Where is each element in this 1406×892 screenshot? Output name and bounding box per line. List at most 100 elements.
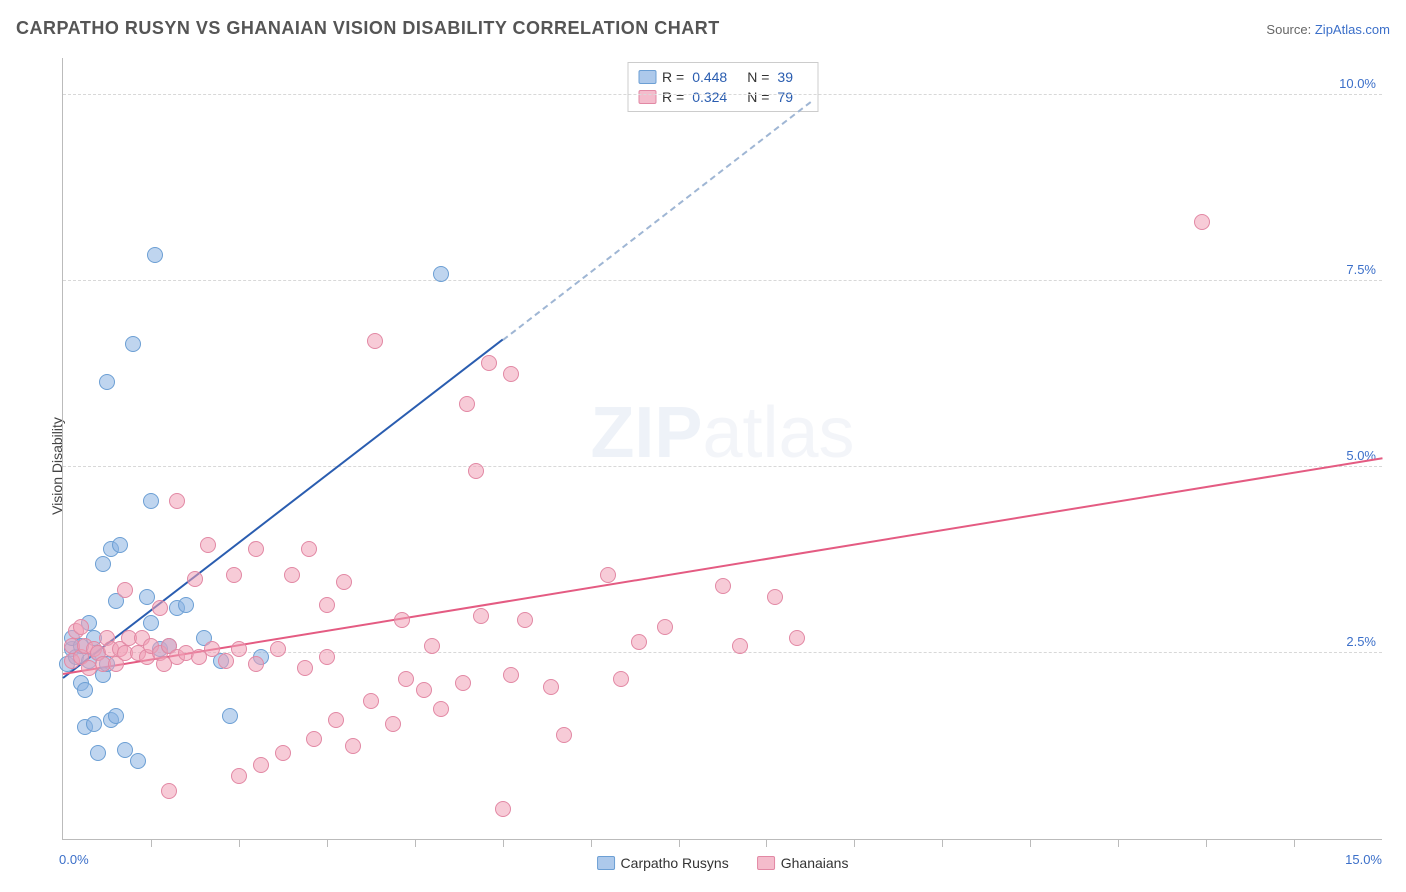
data-point xyxy=(248,541,264,557)
data-point xyxy=(543,679,559,695)
data-point xyxy=(125,336,141,352)
data-point xyxy=(86,716,102,732)
data-point xyxy=(117,742,133,758)
y-tick-label: 2.5% xyxy=(1346,634,1376,649)
y-tick-label: 7.5% xyxy=(1346,262,1376,277)
data-point xyxy=(130,753,146,769)
plot-area: ZIPatlas R =0.448 N =39 R =0.324 N =79 0… xyxy=(62,58,1382,840)
data-point xyxy=(715,578,731,594)
data-point xyxy=(657,619,673,635)
trend-line xyxy=(62,339,503,679)
data-point xyxy=(253,757,269,773)
swatch-pink-2 xyxy=(757,856,775,870)
data-point xyxy=(473,608,489,624)
data-point xyxy=(99,374,115,390)
data-point xyxy=(218,653,234,669)
data-point xyxy=(226,567,242,583)
trend-line xyxy=(502,101,811,341)
data-point xyxy=(73,619,89,635)
data-point xyxy=(398,671,414,687)
x-tick xyxy=(151,839,152,847)
data-point xyxy=(222,708,238,724)
data-point xyxy=(178,597,194,613)
x-tick xyxy=(1294,839,1295,847)
x-tick xyxy=(503,839,504,847)
data-point xyxy=(459,396,475,412)
data-point xyxy=(433,266,449,282)
stats-legend: R =0.448 N =39 R =0.324 N =79 xyxy=(627,62,818,112)
data-point xyxy=(77,682,93,698)
data-point xyxy=(143,493,159,509)
data-point xyxy=(306,731,322,747)
data-point xyxy=(90,745,106,761)
series-legend: Carpatho Rusyns Ghanaians xyxy=(597,855,849,871)
data-point xyxy=(613,671,629,687)
legend-item-carpatho: Carpatho Rusyns xyxy=(597,855,729,871)
gridline xyxy=(63,466,1382,467)
data-point xyxy=(732,638,748,654)
data-point xyxy=(468,463,484,479)
data-point xyxy=(556,727,572,743)
data-point xyxy=(95,556,111,572)
x-max-label: 15.0% xyxy=(1345,852,1382,867)
data-point xyxy=(1194,214,1210,230)
data-point xyxy=(600,567,616,583)
data-point xyxy=(328,712,344,728)
swatch-blue-2 xyxy=(597,856,615,870)
chart-container: Vision Disability ZIPatlas R =0.448 N =3… xyxy=(16,50,1390,882)
source-link[interactable]: ZipAtlas.com xyxy=(1315,22,1390,37)
x-tick xyxy=(942,839,943,847)
data-point xyxy=(301,541,317,557)
gridline xyxy=(63,280,1382,281)
data-point xyxy=(767,589,783,605)
data-point xyxy=(416,682,432,698)
x-tick xyxy=(1206,839,1207,847)
data-point xyxy=(270,641,286,657)
data-point xyxy=(297,660,313,676)
x-tick xyxy=(239,839,240,847)
data-point xyxy=(481,355,497,371)
data-point xyxy=(495,801,511,817)
data-point xyxy=(336,574,352,590)
data-point xyxy=(433,701,449,717)
data-point xyxy=(503,366,519,382)
data-point xyxy=(169,493,185,509)
trend-line xyxy=(63,458,1382,676)
data-point xyxy=(275,745,291,761)
data-point xyxy=(248,656,264,672)
x-tick xyxy=(679,839,680,847)
legend-item-ghanaian: Ghanaians xyxy=(757,855,849,871)
data-point xyxy=(231,768,247,784)
data-point xyxy=(204,641,220,657)
data-point xyxy=(517,612,533,628)
x-tick xyxy=(1030,839,1031,847)
data-point xyxy=(367,333,383,349)
data-point xyxy=(161,783,177,799)
data-point xyxy=(139,589,155,605)
x-tick xyxy=(415,839,416,847)
data-point xyxy=(231,641,247,657)
x-tick xyxy=(854,839,855,847)
x-tick xyxy=(591,839,592,847)
source-credit: Source: ZipAtlas.com xyxy=(1266,22,1390,37)
data-point xyxy=(345,738,361,754)
data-point xyxy=(789,630,805,646)
data-point xyxy=(143,615,159,631)
x-tick xyxy=(1118,839,1119,847)
swatch-blue xyxy=(638,70,656,84)
data-point xyxy=(319,597,335,613)
y-tick-label: 10.0% xyxy=(1339,76,1376,91)
stats-row-ghanaian: R =0.324 N =79 xyxy=(638,87,807,107)
data-point xyxy=(187,571,203,587)
x-tick xyxy=(766,839,767,847)
data-point xyxy=(200,537,216,553)
page-title: CARPATHO RUSYN VS GHANAIAN VISION DISABI… xyxy=(16,18,720,39)
stats-row-carpatho: R =0.448 N =39 xyxy=(638,67,807,87)
data-point xyxy=(117,582,133,598)
data-point xyxy=(152,600,168,616)
data-point xyxy=(424,638,440,654)
data-point xyxy=(112,537,128,553)
data-point xyxy=(284,567,300,583)
data-point xyxy=(503,667,519,683)
data-point xyxy=(385,716,401,732)
